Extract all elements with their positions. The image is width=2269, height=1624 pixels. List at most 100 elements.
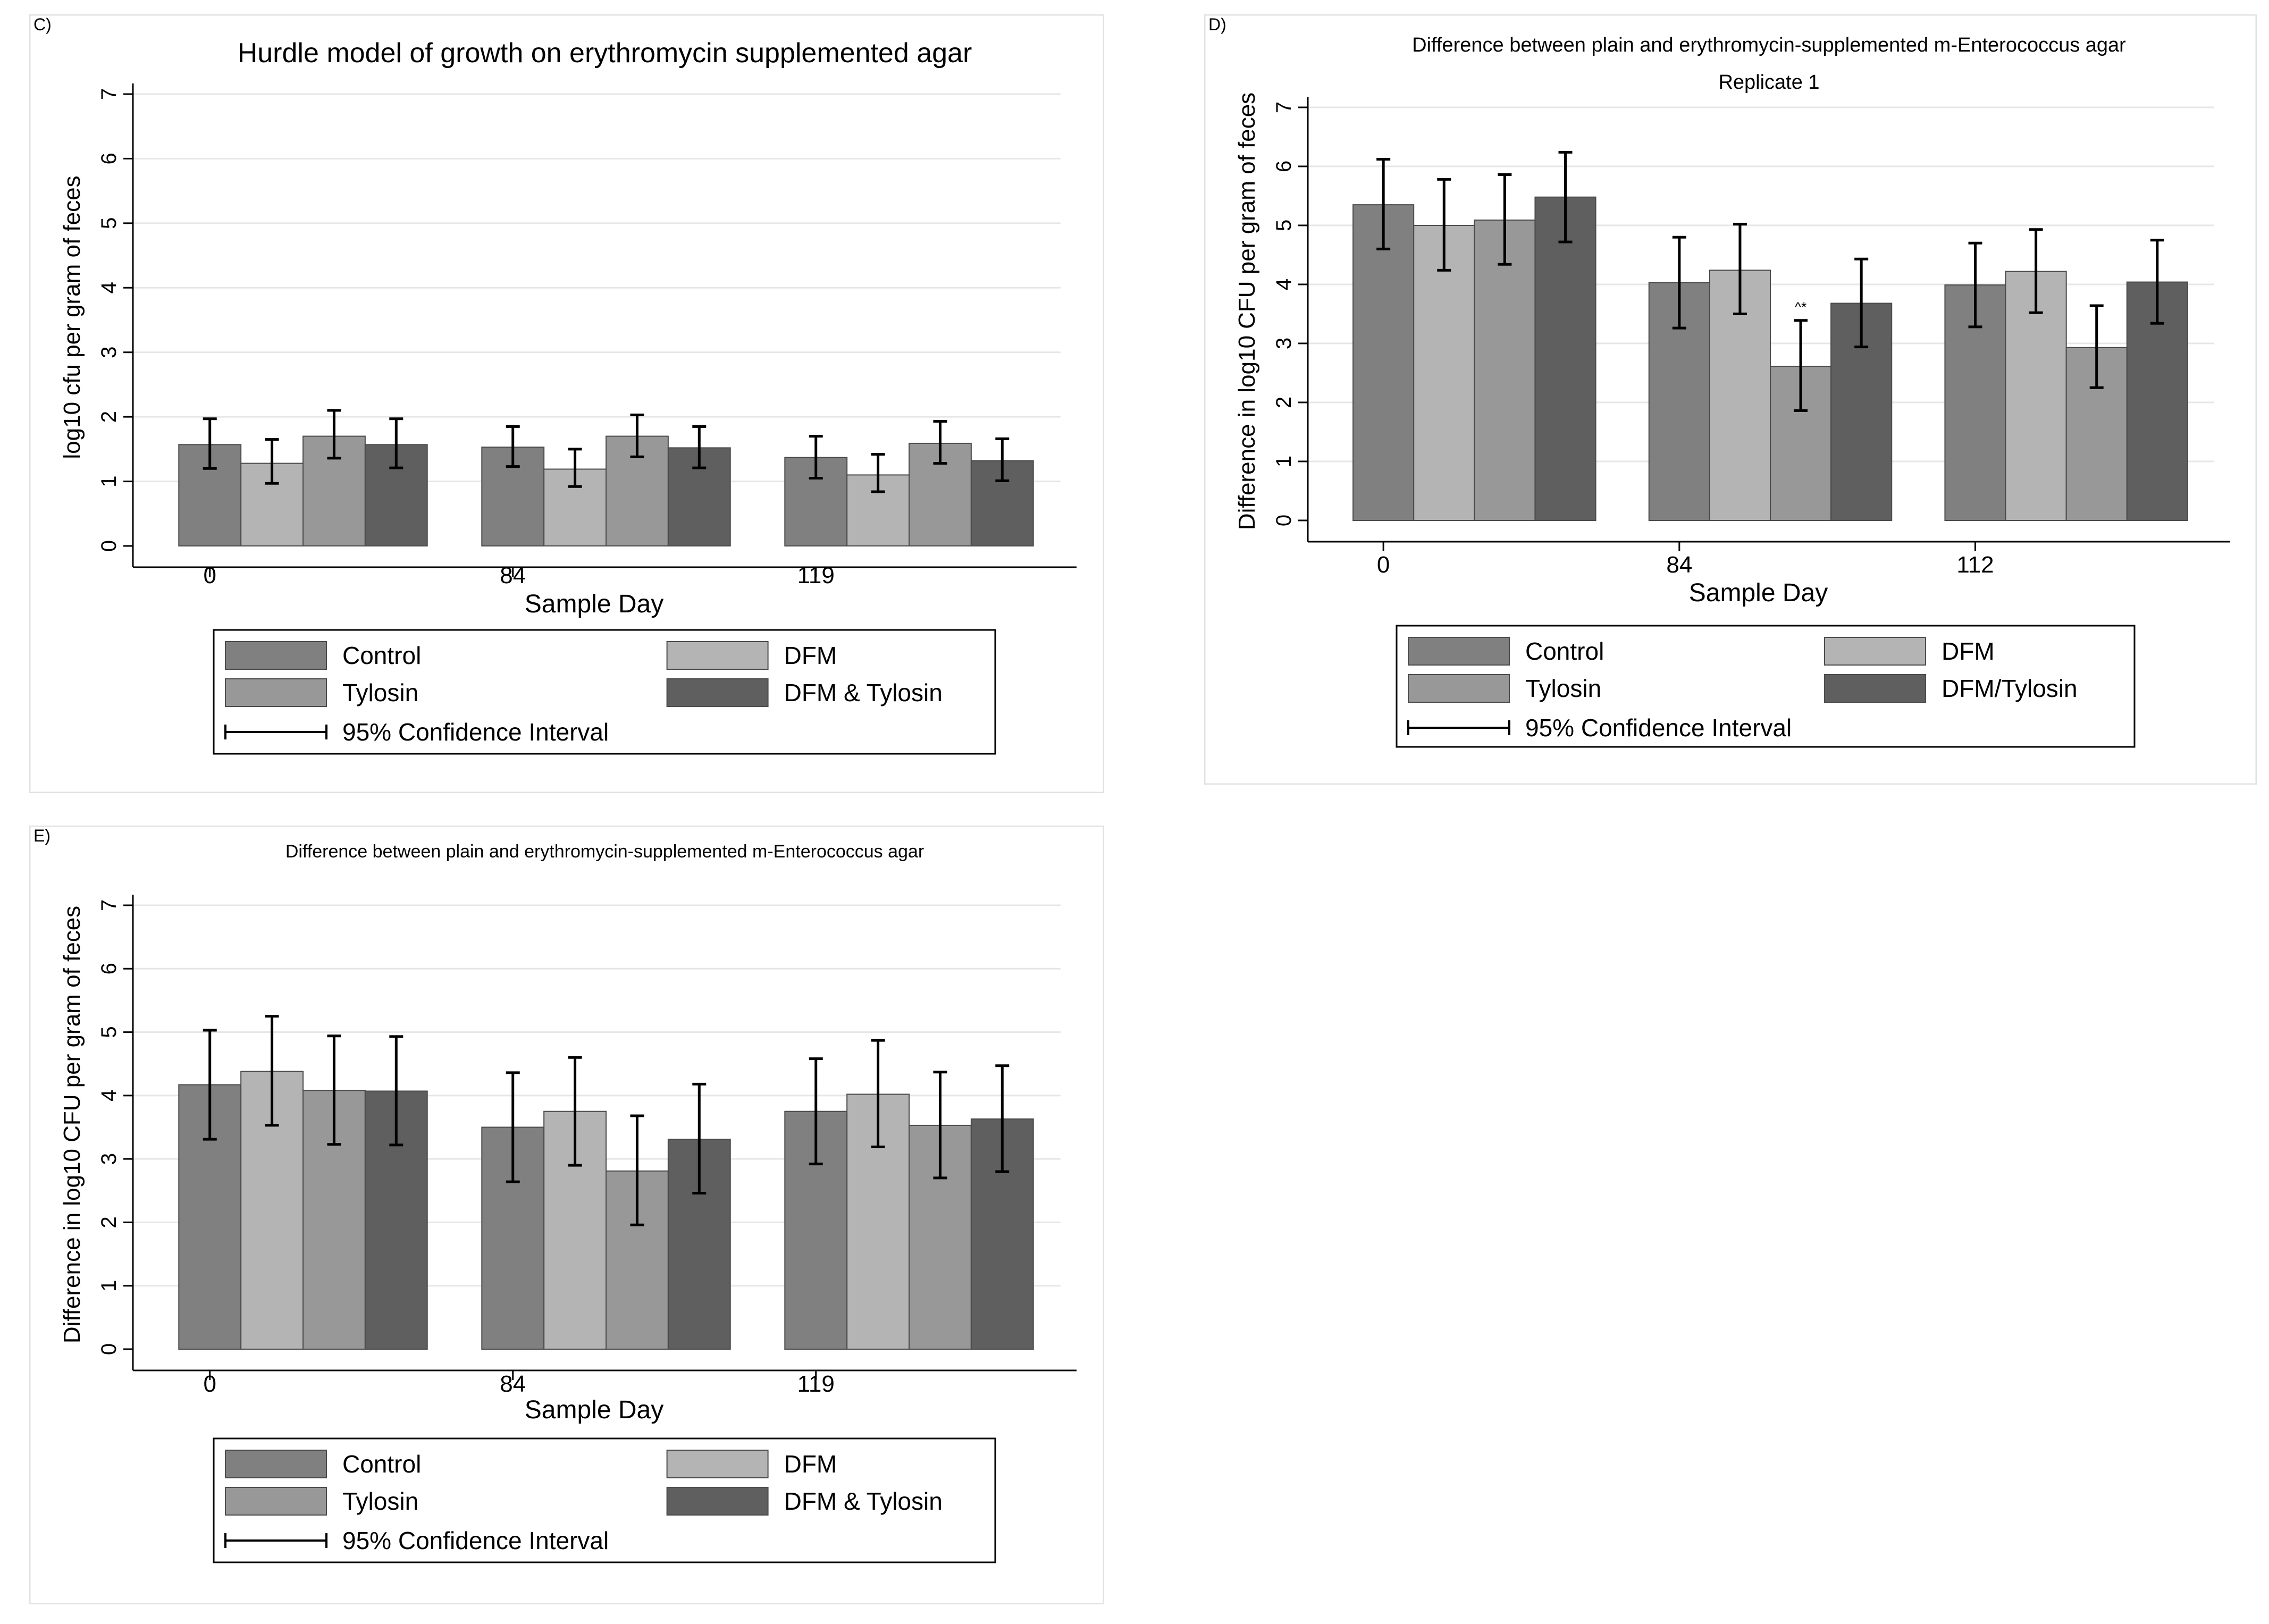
error-bar	[327, 1034, 341, 1146]
chart-title: Hurdle model of growth on erythromycin s…	[238, 38, 972, 69]
bar-dfm-tylosin-day-0	[1534, 196, 1596, 521]
bar-dfm-day-112	[2005, 271, 2067, 521]
error-bar	[203, 1029, 217, 1141]
x-tick-label: 112	[1956, 552, 1994, 578]
legend: Control DFM Tylosin DFM & Tylosin 95% Confid…	[213, 629, 996, 755]
y-tick-label: 5	[1272, 220, 1296, 231]
legend-tylosin-swatch	[1408, 674, 1510, 703]
y-tick-label: 3	[97, 1153, 121, 1165]
y-tick-label: 3	[1272, 338, 1296, 349]
error-bar	[2029, 228, 2043, 314]
y-tick-label: 4	[97, 282, 121, 293]
legend-control-swatch	[225, 1450, 327, 1478]
legend-dfm-swatch	[666, 1450, 769, 1478]
x-tick-label: 0	[1377, 552, 1390, 578]
legend-control-swatch	[225, 641, 327, 670]
y-tick-label: 6	[97, 153, 121, 164]
error-bar	[1854, 257, 1869, 349]
error-bar	[506, 425, 520, 468]
legend-ci-symbol	[224, 725, 327, 739]
chart-svg-d: D) Difference between plain and erythromy…	[1204, 14, 2257, 785]
chart-panel-c: C) Hurdle model of growth on erythromycin…	[29, 14, 1104, 793]
y-tick-label: 4	[1272, 279, 1296, 290]
legend-ci-symbol	[224, 1533, 327, 1548]
chart-svg-c: C) Hurdle model of growth on erythromycin…	[29, 14, 1104, 793]
error-bar	[265, 438, 279, 485]
chart-panel-e: E) Difference between plain and erythromy…	[29, 826, 1104, 1604]
error-bar	[1733, 223, 1747, 315]
error-bar	[933, 1071, 947, 1180]
legend-dfm-tylosin-label: DFM & Tylosin	[784, 1487, 943, 1515]
error-bar	[1498, 173, 1512, 266]
legend-dfm-label: DFM	[784, 642, 837, 669]
y-tick-label: 1	[1272, 456, 1296, 467]
error-bar	[1968, 241, 1982, 329]
y-tick-label: 5	[97, 217, 121, 229]
legend-dfm-tylosin-label: DFM & Tylosin	[784, 679, 943, 706]
legend-ci-label: 95% Confidence Interval	[342, 718, 609, 746]
legend-dfm-tylosin-label: DFM/Tylosin	[1942, 675, 2078, 702]
y-tick-label: 6	[1272, 161, 1296, 172]
error-bar	[692, 1082, 707, 1195]
error-bar	[630, 1114, 644, 1226]
legend-tylosin-swatch	[225, 1487, 327, 1516]
bar-control-day-84	[481, 447, 545, 547]
legend-dfm-tylosin-swatch	[1824, 674, 1927, 703]
error-bar	[1672, 235, 1686, 330]
y-axis-label: Difference in log10 CFU per gram of fece…	[59, 906, 85, 1343]
x-axis-label: Sample Day	[1689, 579, 1828, 607]
y-tick-label: 1	[97, 475, 121, 487]
error-bar	[327, 409, 341, 460]
y-tick-label: 2	[1272, 397, 1296, 408]
y-tick-label: 0	[97, 1343, 121, 1355]
legend-ci-label: 95% Confidence Interval	[1525, 714, 1792, 742]
chart-subtitle: Replicate 1	[1718, 71, 1819, 94]
y-tick-label: 7	[97, 899, 121, 911]
error-bar	[871, 1039, 885, 1148]
legend-dfm-swatch	[666, 641, 769, 670]
legend-control-swatch	[1408, 637, 1510, 666]
error-bar	[568, 448, 582, 488]
error-bar	[1376, 158, 1391, 250]
error-bar	[1437, 178, 1451, 272]
y-tick-label: 3	[97, 347, 121, 358]
y-axis-label: log10 cfu per gram of feces	[59, 175, 85, 459]
legend-box	[213, 629, 996, 755]
error-bar	[630, 414, 644, 458]
legend: Control DFM Tylosin DFM & Tylosin 95% Confid…	[213, 1437, 996, 1563]
x-tick-label: 0	[203, 562, 216, 588]
legend-box	[1396, 625, 2136, 748]
error-bar	[389, 1035, 404, 1147]
bar-annotation: ^*	[1795, 299, 1806, 315]
legend-tylosin-label: Tylosin	[1525, 675, 1601, 702]
panel-label: D)	[1208, 15, 1226, 34]
chart-panel-d: D) Difference between plain and erythromy…	[1204, 14, 2257, 785]
y-tick-label: 5	[97, 1026, 121, 1038]
chart-title: Difference between plain and erythromyci…	[1412, 34, 2126, 56]
x-axis-label: Sample Day	[525, 590, 663, 618]
legend-dfm-label: DFM	[784, 1450, 837, 1478]
legend-dfm-tylosin-swatch	[666, 1487, 769, 1516]
error-bar	[995, 437, 1010, 482]
legend-control-label: Control	[342, 642, 421, 669]
y-tick-label: 0	[97, 540, 121, 552]
y-tick-label: 1	[97, 1280, 121, 1292]
y-tick-label: 6	[97, 963, 121, 974]
error-bar	[692, 425, 707, 469]
panel-label: C)	[33, 15, 52, 34]
error-bar	[568, 1056, 582, 1167]
error-bar	[871, 453, 885, 493]
x-tick-label: 84	[500, 562, 526, 588]
x-tick-label: 84	[1666, 552, 1692, 578]
error-bar	[2150, 239, 2164, 325]
y-tick-label: 0	[1272, 515, 1296, 526]
legend-dfm-tylosin-swatch	[666, 678, 769, 707]
error-bar	[506, 1071, 520, 1183]
legend-box	[213, 1437, 996, 1563]
legend-ci-symbol	[1407, 720, 1510, 735]
x-tick-label: 119	[797, 1371, 835, 1397]
panel-label: E)	[33, 826, 51, 845]
legend-dfm-label: DFM	[1942, 637, 1995, 665]
bar-tylosin-day-0	[1474, 220, 1536, 521]
y-tick-label: 7	[97, 88, 121, 100]
